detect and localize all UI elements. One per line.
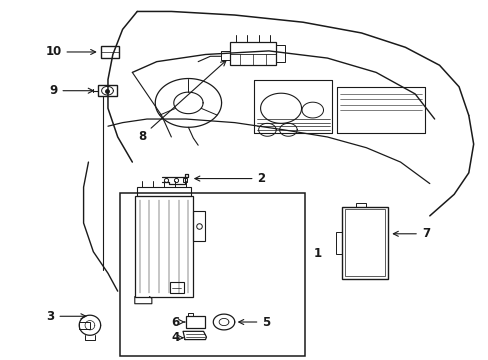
Bar (335, 232, 341, 253)
Bar (101, 46, 119, 58)
Bar (98, 85, 117, 96)
Text: 10: 10 (45, 45, 96, 58)
Bar (276, 45, 285, 62)
Text: 2: 2 (195, 172, 265, 185)
Text: 5: 5 (238, 315, 270, 329)
Text: 7: 7 (392, 227, 429, 240)
Bar (135, 196, 193, 297)
Bar (344, 209, 385, 276)
Text: 6: 6 (171, 315, 184, 329)
Bar (355, 203, 365, 207)
Bar (185, 316, 204, 328)
Text: 1: 1 (313, 247, 321, 260)
Text: 8: 8 (138, 61, 225, 143)
Text: 4: 4 (171, 331, 183, 344)
Bar (341, 207, 387, 279)
Bar (221, 50, 229, 60)
Bar (229, 42, 276, 65)
Bar (120, 193, 305, 356)
Bar (169, 282, 183, 293)
Text: 9: 9 (49, 84, 93, 97)
Text: 3: 3 (46, 310, 86, 323)
Bar (79, 321, 90, 329)
Bar (193, 211, 205, 241)
Bar (137, 187, 190, 196)
